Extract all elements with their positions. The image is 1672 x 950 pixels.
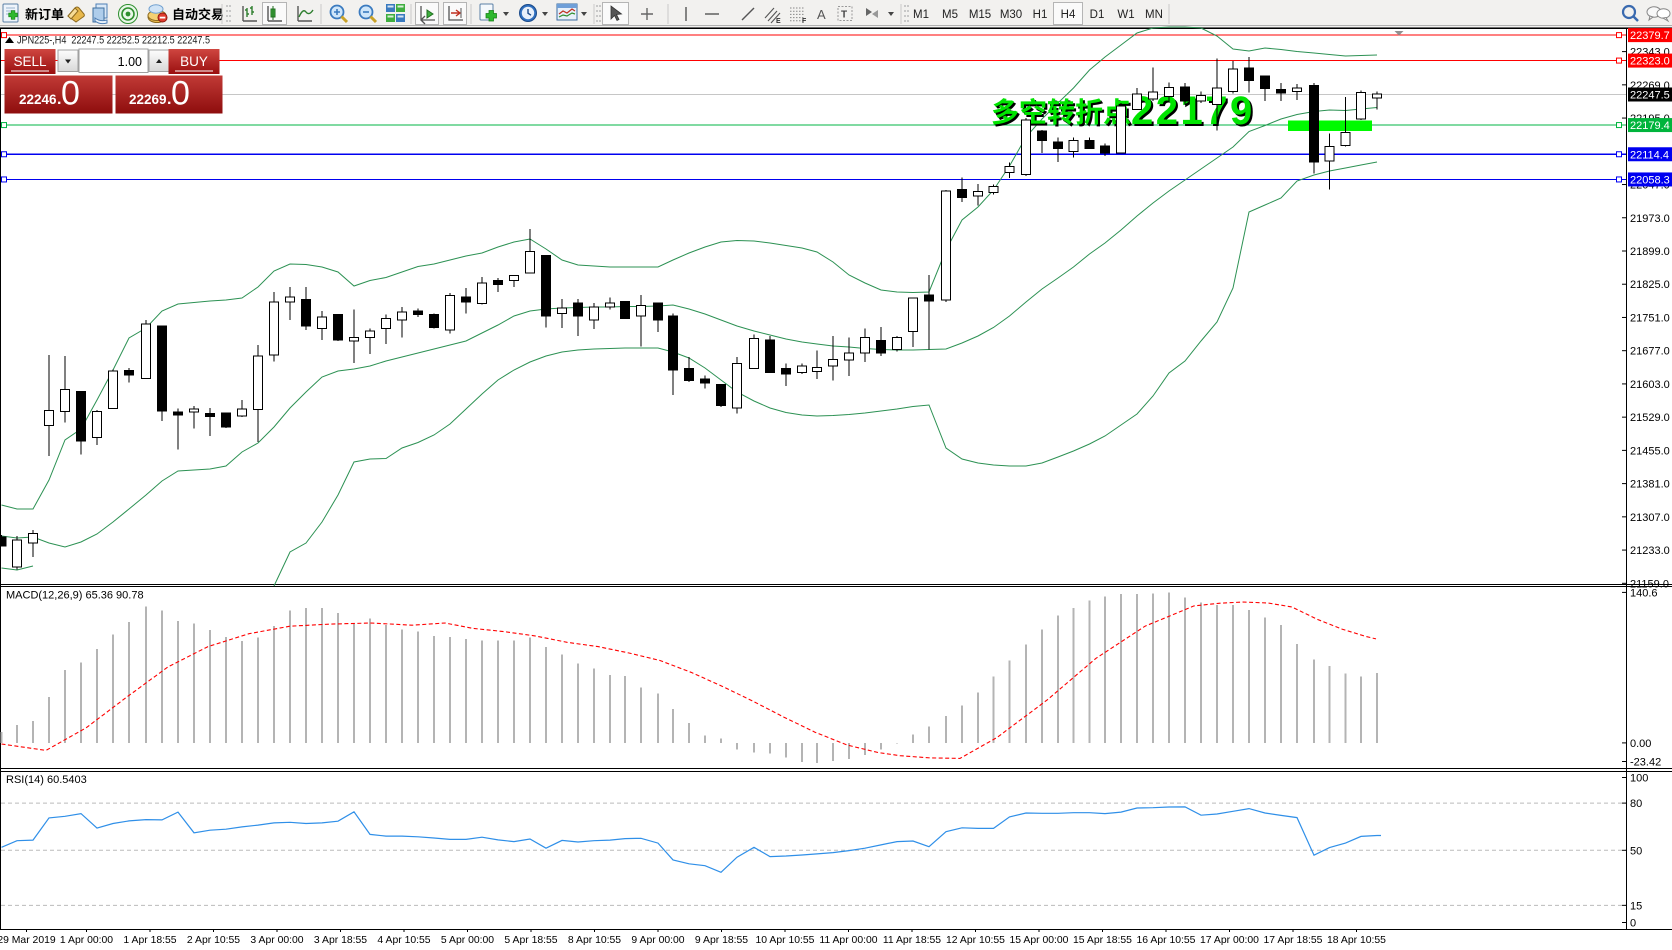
svg-text:1.00: 1.00: [118, 55, 142, 69]
svg-text:M1: M1: [913, 9, 929, 21]
svg-text:-23.42: -23.42: [1630, 757, 1661, 769]
svg-text:M30: M30: [1000, 9, 1022, 21]
svg-text:21973.0: 21973.0: [1630, 213, 1670, 225]
svg-text:8 Apr 10:55: 8 Apr 10:55: [568, 935, 621, 946]
svg-text:A: A: [817, 7, 826, 22]
svg-text:SELL: SELL: [13, 54, 47, 69]
svg-text:0.00: 0.00: [1630, 738, 1651, 750]
svg-text:21677.0: 21677.0: [1630, 346, 1670, 358]
svg-text:RSI(14) 60.5403: RSI(14) 60.5403: [6, 774, 87, 786]
svg-text:1 Apr 00:00: 1 Apr 00:00: [60, 935, 113, 946]
svg-text:140.6: 140.6: [1630, 587, 1658, 599]
svg-text:16 Apr 10:55: 16 Apr 10:55: [1137, 935, 1196, 946]
svg-text:12 Apr 10:55: 12 Apr 10:55: [946, 935, 1005, 946]
svg-text:5 Apr 18:55: 5 Apr 18:55: [504, 935, 557, 946]
svg-text:MACD(12,26,9) 65.36 90.78: MACD(12,26,9) 65.36 90.78: [6, 590, 144, 602]
svg-text:11 Apr 00:00: 11 Apr 00:00: [819, 935, 877, 946]
svg-text:80: 80: [1630, 798, 1642, 810]
svg-text:21751.0: 21751.0: [1630, 312, 1670, 324]
svg-text:W1: W1: [1117, 9, 1134, 21]
svg-text:21159.0: 21159.0: [1630, 578, 1669, 590]
svg-text:T: T: [841, 10, 847, 21]
svg-text:22379.7: 22379.7: [1630, 30, 1670, 42]
svg-text:3 Apr 18:55: 3 Apr 18:55: [314, 935, 367, 946]
svg-text:E: E: [776, 18, 781, 25]
svg-text:21825.0: 21825.0: [1630, 279, 1670, 291]
svg-text:50: 50: [1630, 845, 1642, 857]
svg-text:22247.5: 22247.5: [1630, 89, 1670, 101]
svg-text:10 Apr 10:55: 10 Apr 10:55: [756, 935, 815, 946]
svg-text:5 Apr 00:00: 5 Apr 00:00: [441, 935, 494, 946]
svg-text:21381.0: 21381.0: [1630, 479, 1670, 491]
svg-text:H1: H1: [1033, 9, 1048, 21]
svg-text:21899.0: 21899.0: [1630, 246, 1670, 258]
svg-text:D1: D1: [1090, 9, 1105, 21]
svg-text:H4: H4: [1061, 9, 1076, 21]
svg-text:22058.3: 22058.3: [1630, 174, 1670, 186]
svg-text:15: 15: [1630, 900, 1642, 912]
svg-text:0: 0: [61, 75, 80, 113]
svg-text:11 Apr 18:55: 11 Apr 18:55: [883, 935, 941, 946]
svg-text:21233.0: 21233.0: [1630, 545, 1670, 557]
svg-text:0: 0: [1630, 918, 1636, 930]
svg-text:15 Apr 18:55: 15 Apr 18:55: [1073, 935, 1132, 946]
svg-text:29 Mar 2019: 29 Mar 2019: [0, 935, 56, 946]
svg-text:17 Apr 18:55: 17 Apr 18:55: [1264, 935, 1323, 946]
svg-text:9 Apr 00:00: 9 Apr 00:00: [631, 935, 684, 946]
svg-text:.: .: [57, 91, 61, 108]
svg-text:21529.0: 21529.0: [1630, 412, 1670, 424]
svg-text:M5: M5: [942, 9, 958, 21]
svg-text:9 Apr 18:55: 9 Apr 18:55: [695, 935, 748, 946]
svg-text:.: .: [167, 91, 171, 108]
svg-text:0: 0: [171, 75, 190, 113]
svg-text:MN: MN: [1145, 9, 1163, 21]
svg-text:JPN225-,H4 22247.5 22252.5 22: JPN225-,H4 22247.5 22252.5 22212.5 22247…: [17, 35, 210, 47]
svg-text:22323.0: 22323.0: [1630, 56, 1670, 68]
svg-text:15 Apr 00:00: 15 Apr 00:00: [1010, 935, 1069, 946]
svg-text:1 Apr 18:55: 1 Apr 18:55: [123, 935, 176, 946]
svg-text:22246: 22246: [19, 92, 57, 107]
svg-text:22179.4: 22179.4: [1630, 120, 1670, 132]
svg-text:100: 100: [1630, 773, 1648, 785]
svg-text:21455.0: 21455.0: [1630, 445, 1670, 457]
svg-text:F: F: [802, 18, 807, 25]
svg-text:3 Apr 00:00: 3 Apr 00:00: [250, 935, 303, 946]
svg-text:2 Apr 10:55: 2 Apr 10:55: [187, 935, 240, 946]
svg-text:22269: 22269: [129, 92, 167, 107]
svg-text:21307.0: 21307.0: [1630, 512, 1670, 524]
svg-text:17 Apr 00:00: 17 Apr 00:00: [1200, 935, 1259, 946]
svg-text:18 Apr 10:55: 18 Apr 10:55: [1327, 935, 1386, 946]
svg-text:BUY: BUY: [180, 54, 208, 69]
svg-text:M15: M15: [969, 9, 991, 21]
svg-text:21603.0: 21603.0: [1630, 379, 1670, 391]
svg-text:22114.4: 22114.4: [1630, 149, 1669, 161]
svg-text:4 Apr 10:55: 4 Apr 10:55: [377, 935, 430, 946]
